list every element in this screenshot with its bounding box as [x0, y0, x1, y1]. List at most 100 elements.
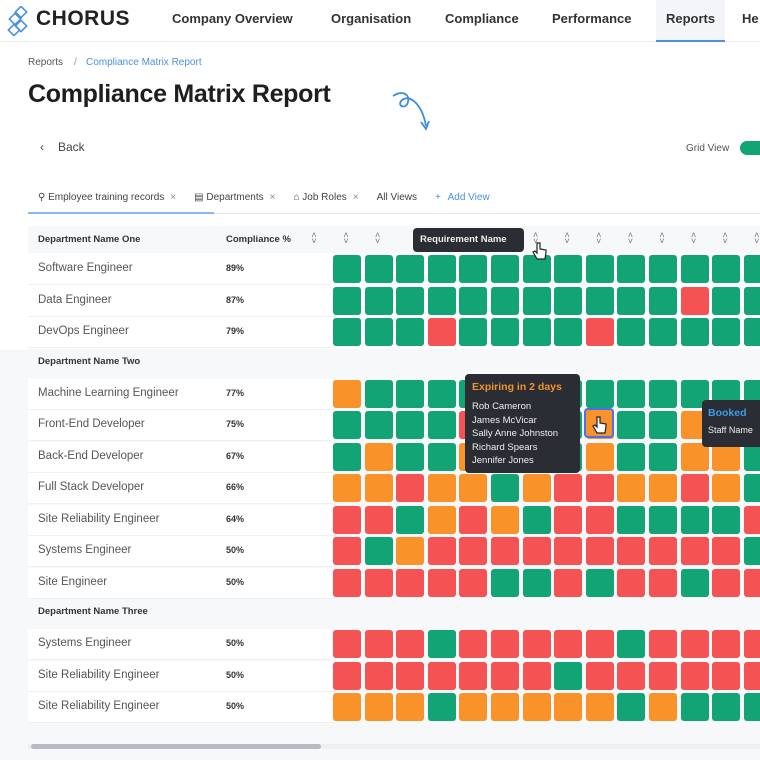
matrix-cell-non-compliant[interactable]: [333, 537, 361, 565]
sort-icon[interactable]: ˄ ˅: [754, 230, 760, 246]
matrix-cell-expiring[interactable]: [649, 474, 677, 502]
sort-icon[interactable]: ˄ ˅: [343, 230, 349, 246]
matrix-cell-compliant[interactable]: [522, 286, 551, 315]
matrix-cell-compliant[interactable]: [333, 255, 361, 283]
matrix-cell-compliant[interactable]: [364, 411, 393, 439]
nav-help[interactable]: He: [742, 11, 759, 26]
matrix-cell-expiring[interactable]: [617, 474, 646, 502]
matrix-cell-expiring[interactable]: [585, 693, 614, 721]
matrix-cell-compliant[interactable]: [427, 379, 456, 408]
matrix-cell-non-compliant[interactable]: [491, 537, 519, 565]
matrix-cell-non-compliant[interactable]: [585, 537, 614, 565]
table-row[interactable]: Site Reliability Engineer 50%: [28, 692, 332, 723]
matrix-cell-non-compliant[interactable]: [585, 661, 614, 690]
matrix-cell-compliant[interactable]: [554, 661, 583, 690]
matrix-cell-non-compliant[interactable]: [617, 661, 646, 690]
sort-icon[interactable]: ˄ ˅: [690, 230, 697, 246]
matrix-cell-non-compliant[interactable]: [554, 630, 583, 658]
matrix-cell-compliant[interactable]: [617, 255, 646, 283]
nav-reports[interactable]: Reports: [656, 0, 726, 42]
matrix-cell-non-compliant[interactable]: [396, 474, 425, 502]
matrix-cell-compliant[interactable]: [491, 318, 519, 346]
matrix-cell-compliant[interactable]: [364, 537, 393, 565]
matrix-cell-compliant[interactable]: [364, 286, 393, 315]
matrix-cell-non-compliant[interactable]: [649, 568, 677, 597]
matrix-cell-compliant[interactable]: [427, 286, 456, 315]
table-row[interactable]: Software Engineer 89%: [28, 254, 332, 285]
table-row[interactable]: Site Reliability Engineer 64%: [28, 504, 332, 536]
matrix-cell-non-compliant[interactable]: [585, 505, 614, 534]
matrix-cell-non-compliant[interactable]: [680, 630, 709, 658]
matrix-cell-non-compliant[interactable]: [743, 630, 760, 658]
table-row[interactable]: Data Engineer 87%: [28, 285, 332, 317]
breadcrumb-current[interactable]: Compliance Matrix Report: [86, 57, 202, 68]
matrix-cell-compliant[interactable]: [396, 505, 425, 534]
matrix-cell-compliant[interactable]: [617, 630, 646, 658]
matrix-cell-compliant[interactable]: [554, 255, 583, 283]
nav-compliance[interactable]: Compliance: [445, 11, 519, 26]
back-button[interactable]: ‹ Back: [40, 140, 85, 154]
sort-icon[interactable]: ˄ ˅: [311, 230, 317, 246]
matrix-cell-compliant[interactable]: [649, 442, 677, 471]
close-icon[interactable]: ×: [170, 192, 177, 203]
matrix-cell-compliant[interactable]: [459, 318, 488, 346]
matrix-cell-compliant[interactable]: [427, 442, 456, 471]
sort-icon[interactable]: ˄ ˅: [596, 230, 602, 246]
matrix-cell-compliant[interactable]: [617, 505, 646, 534]
matrix-cell-non-compliant[interactable]: [743, 661, 760, 690]
matrix-cell-compliant[interactable]: [333, 411, 361, 439]
matrix-cell-non-compliant[interactable]: [522, 661, 551, 690]
matrix-cell-non-compliant[interactable]: [649, 537, 677, 565]
horizontal-scrollbar-thumb[interactable]: [31, 744, 321, 749]
matrix-cell-non-compliant[interactable]: [680, 537, 709, 565]
matrix-cell-non-compliant[interactable]: [491, 630, 519, 658]
matrix-cell-compliant[interactable]: [649, 318, 677, 346]
matrix-cell-compliant[interactable]: [712, 255, 741, 283]
matrix-cell-non-compliant[interactable]: [617, 568, 646, 597]
matrix-cell-compliant[interactable]: [617, 318, 646, 346]
matrix-cell-compliant[interactable]: [333, 442, 361, 471]
matrix-cell-compliant[interactable]: [649, 255, 677, 283]
tab-job-roles[interactable]: ⌂ Job Roles ×: [293, 192, 358, 203]
matrix-cell-compliant[interactable]: [743, 474, 760, 502]
matrix-cell-non-compliant[interactable]: [649, 630, 677, 658]
matrix-cell-non-compliant[interactable]: [585, 318, 614, 346]
matrix-cell-non-compliant[interactable]: [459, 537, 488, 565]
matrix-cell-expiring[interactable]: [712, 474, 741, 502]
matrix-cell-expiring[interactable]: [554, 693, 583, 721]
matrix-cell-non-compliant[interactable]: [491, 661, 519, 690]
matrix-cell-compliant[interactable]: [333, 318, 361, 346]
sort-icon[interactable]: ˄ ˅: [532, 230, 539, 246]
matrix-cell-compliant[interactable]: [585, 568, 614, 597]
matrix-cell-non-compliant[interactable]: [554, 537, 583, 565]
nav-performance[interactable]: Performance: [552, 11, 632, 26]
matrix-cell-non-compliant[interactable]: [522, 630, 551, 658]
matrix-cell-non-compliant[interactable]: [333, 505, 361, 534]
matrix-cell-non-compliant[interactable]: [459, 661, 488, 690]
table-row[interactable]: Full Stack Developer 66%: [28, 473, 332, 504]
table-row[interactable]: Site Reliability Engineer 50%: [28, 660, 332, 692]
matrix-cell-compliant[interactable]: [491, 568, 519, 597]
sort-icon[interactable]: ˄ ˅: [564, 230, 570, 246]
matrix-cell-compliant[interactable]: [396, 442, 425, 471]
matrix-cell-expiring[interactable]: [522, 474, 551, 502]
matrix-cell-expiring[interactable]: [491, 505, 519, 534]
matrix-cell-expiring[interactable]: [459, 693, 488, 721]
matrix-cell-compliant[interactable]: [364, 318, 393, 346]
matrix-cell-non-compliant[interactable]: [364, 661, 393, 690]
matrix-cell-expiring[interactable]: [333, 693, 361, 721]
matrix-cell-compliant[interactable]: [522, 255, 551, 283]
matrix-cell-non-compliant[interactable]: [617, 537, 646, 565]
matrix-cell-non-compliant[interactable]: [585, 630, 614, 658]
add-view-button[interactable]: + Add View: [435, 192, 490, 203]
matrix-cell-compliant[interactable]: [712, 286, 741, 315]
horizontal-scrollbar-track[interactable]: [28, 744, 760, 749]
matrix-cell-compliant[interactable]: [522, 505, 551, 534]
matrix-cell-compliant[interactable]: [743, 286, 760, 315]
close-icon[interactable]: ×: [352, 192, 359, 203]
column-header-compliance[interactable]: Compliance %: [226, 234, 291, 245]
matrix-cell-expiring[interactable]: [491, 693, 519, 721]
table-row[interactable]: Systems Engineer 50%: [28, 629, 332, 660]
matrix-cell-non-compliant[interactable]: [364, 568, 393, 597]
grid-view-toggle[interactable]: [740, 141, 760, 155]
